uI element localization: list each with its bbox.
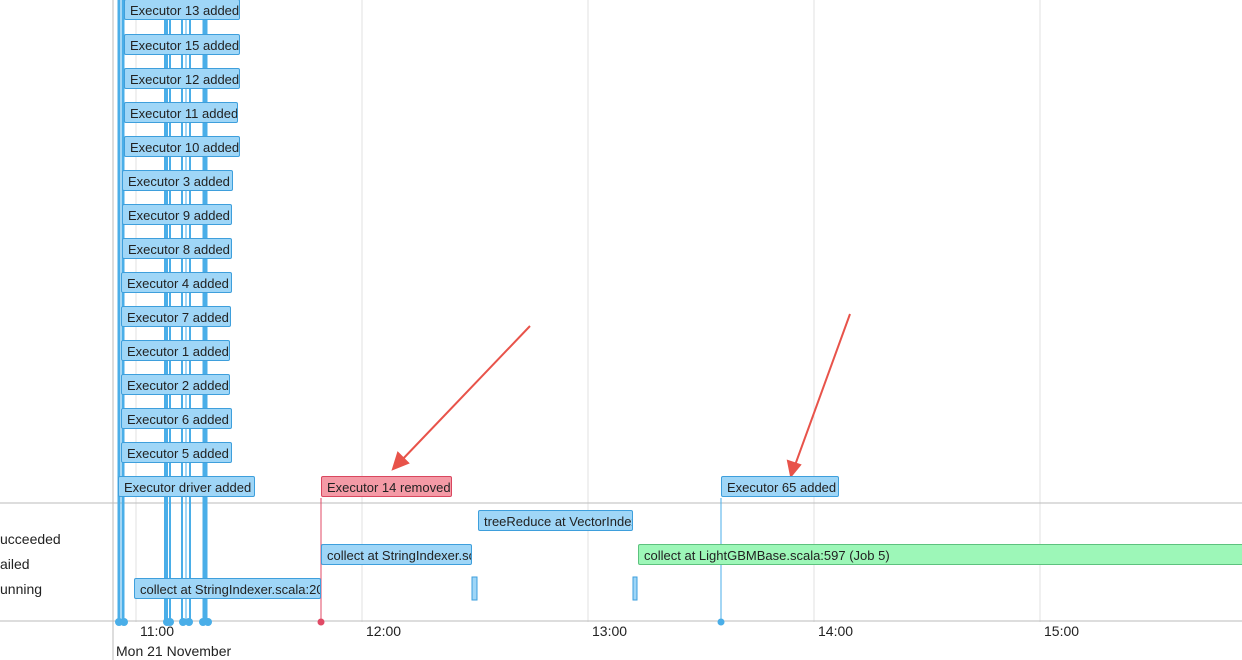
legend-item: unning <box>0 581 43 597</box>
executor-event[interactable]: Executor 15 added <box>124 34 240 55</box>
executor-event[interactable]: Executor 14 removed <box>321 476 452 497</box>
event-dot <box>166 618 174 626</box>
job-bar <box>471 576 478 601</box>
job-bar <box>632 576 638 601</box>
executor-event[interactable]: Executor 6 added <box>121 408 232 429</box>
executor-event[interactable]: Executor 2 added <box>121 374 230 395</box>
executor-event[interactable]: Executor driver added <box>118 476 255 497</box>
executor-event[interactable]: Executor 8 added <box>122 238 232 259</box>
executor-event[interactable]: Executor 65 added <box>721 476 839 497</box>
arrow-head <box>786 459 802 479</box>
x-tick-label: 12:00 <box>366 623 402 639</box>
x-tick-label: 14:00 <box>818 623 854 639</box>
executor-event[interactable]: Executor 10 added <box>124 136 240 157</box>
executor-event[interactable]: Executor 5 added <box>121 442 232 463</box>
job-bar[interactable]: collect at LightGBMBase.scala:597 (Job 5… <box>638 544 1242 565</box>
event-dot <box>204 618 212 626</box>
event-dot <box>717 618 725 626</box>
executor-event[interactable]: Executor 12 added <box>124 68 240 89</box>
x-tick-label: 13:00 <box>592 623 628 639</box>
legend-item: ailed <box>0 556 30 572</box>
event-dot <box>120 618 128 626</box>
event-dot <box>317 618 325 626</box>
executor-event[interactable]: Executor 1 added <box>121 340 230 361</box>
executor-event[interactable]: Executor 3 added <box>122 170 233 191</box>
executor-event[interactable]: Executor 13 added <box>124 0 240 20</box>
event-dot <box>179 618 187 626</box>
date-label: Mon 21 November <box>116 643 232 659</box>
arrow-head <box>391 451 410 471</box>
annotation-arrow <box>399 325 531 463</box>
legend-item: ucceeded <box>0 531 61 547</box>
executor-event[interactable]: Executor 11 added <box>124 102 238 123</box>
executor-event[interactable]: Executor 4 added <box>121 272 232 293</box>
job-bar[interactable]: collect at StringIndexer.sc <box>321 544 472 565</box>
executor-event[interactable]: Executor 7 added <box>121 306 231 327</box>
x-tick-label: 15:00 <box>1044 623 1080 639</box>
job-bar[interactable]: collect at StringIndexer.scala:20 <box>134 578 321 599</box>
executor-event[interactable]: Executor 9 added <box>122 204 232 225</box>
x-tick-label: 11:00 <box>140 623 174 639</box>
event-dot <box>185 618 193 626</box>
annotation-arrow <box>793 313 851 469</box>
job-bar[interactable]: treeReduce at VectorIndex <box>478 510 633 531</box>
